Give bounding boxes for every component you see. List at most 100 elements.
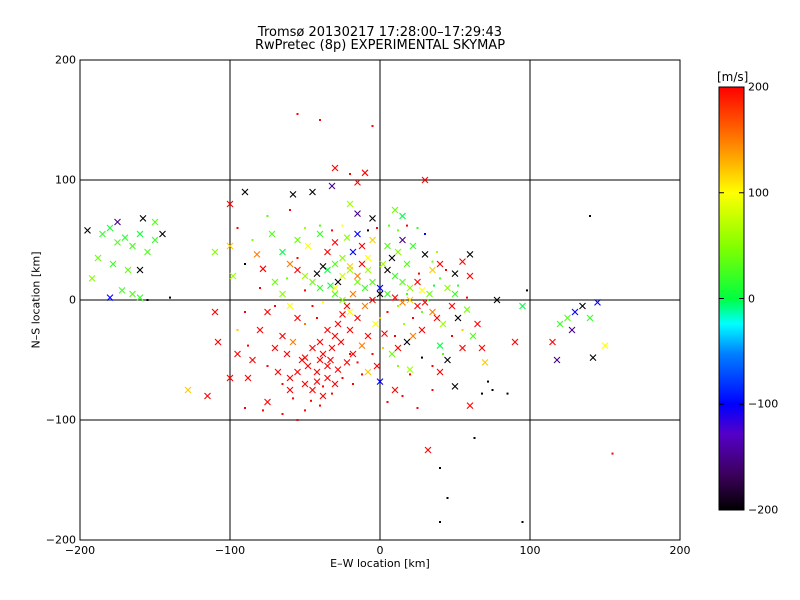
data-point-x bbox=[324, 326, 331, 334]
data-point-dot bbox=[436, 251, 438, 253]
data-point-x bbox=[403, 260, 411, 268]
data-point-dot bbox=[487, 380, 489, 383]
data-point-x bbox=[571, 308, 579, 316]
data-point-x bbox=[331, 260, 339, 268]
data-point-x bbox=[399, 212, 406, 220]
data-point-x bbox=[309, 188, 316, 196]
data-point-x bbox=[369, 236, 376, 244]
data-point-x bbox=[384, 242, 391, 250]
data-point-x bbox=[564, 314, 571, 322]
data-point-dot bbox=[356, 361, 359, 364]
data-point-x bbox=[294, 266, 301, 274]
data-point-x bbox=[409, 332, 417, 340]
data-point-x bbox=[493, 296, 501, 304]
data-point-x bbox=[118, 287, 126, 294]
data-point-dot bbox=[146, 299, 149, 301]
data-point-x bbox=[339, 311, 346, 318]
data-point-x bbox=[316, 338, 324, 346]
data-point-x bbox=[324, 248, 331, 256]
data-point-dot bbox=[416, 407, 419, 409]
data-point-x bbox=[349, 290, 357, 298]
data-point-x bbox=[159, 230, 166, 238]
data-point-x bbox=[379, 260, 387, 268]
data-point-x bbox=[334, 278, 342, 286]
data-point-x bbox=[343, 302, 351, 310]
data-point-x bbox=[294, 236, 301, 244]
data-point-dot bbox=[445, 269, 447, 271]
data-point-x bbox=[259, 265, 267, 273]
x-tick-label: −100 bbox=[214, 544, 246, 557]
data-point-x bbox=[106, 294, 114, 301]
x-tick-label: 0 bbox=[376, 544, 384, 557]
data-point-x bbox=[589, 354, 597, 361]
data-point-x bbox=[451, 383, 459, 390]
data-point-x bbox=[124, 266, 132, 274]
data-point-x bbox=[481, 359, 489, 366]
data-point-x bbox=[519, 302, 526, 310]
data-point-dot bbox=[319, 404, 321, 407]
data-point-x bbox=[343, 234, 351, 241]
data-point-dot bbox=[304, 227, 306, 229]
data-point-x bbox=[358, 342, 366, 349]
data-point-x bbox=[319, 263, 327, 270]
data-point-x bbox=[301, 380, 309, 388]
data-point-dot bbox=[331, 392, 333, 395]
data-point-x bbox=[373, 362, 381, 370]
data-point-x bbox=[399, 299, 406, 306]
data-point-x bbox=[406, 284, 414, 292]
data-point-x bbox=[354, 278, 361, 286]
data-point-dot bbox=[274, 305, 276, 307]
y-tick-label: −100 bbox=[45, 413, 76, 427]
data-point-x bbox=[286, 260, 294, 268]
data-point-dot bbox=[292, 397, 294, 400]
data-point-dot bbox=[262, 409, 264, 412]
data-point-x bbox=[346, 308, 354, 316]
data-point-x bbox=[409, 242, 417, 250]
data-point-x bbox=[309, 278, 316, 286]
data-point-x bbox=[283, 350, 291, 358]
data-point-dot bbox=[439, 467, 441, 469]
data-point-x bbox=[439, 320, 447, 328]
data-point-dot bbox=[296, 419, 299, 421]
data-point-x bbox=[372, 320, 379, 328]
data-point-dot bbox=[506, 392, 509, 395]
data-point-x bbox=[343, 359, 351, 366]
data-points bbox=[84, 113, 614, 523]
data-point-dot bbox=[319, 119, 321, 121]
data-point-x bbox=[436, 368, 444, 376]
data-point-dot bbox=[451, 335, 453, 337]
data-point-x bbox=[253, 251, 261, 258]
data-point-x bbox=[361, 284, 369, 292]
data-point-x bbox=[136, 266, 144, 274]
data-point-dot bbox=[367, 229, 369, 232]
data-point-x bbox=[249, 356, 256, 364]
data-point-dot bbox=[433, 284, 435, 287]
data-point-dot bbox=[397, 365, 399, 367]
data-point-x bbox=[226, 242, 234, 250]
colorbar-ticks bbox=[719, 86, 744, 511]
data-point-x bbox=[384, 266, 391, 274]
data-point-dot bbox=[266, 365, 269, 367]
data-point-x bbox=[279, 290, 286, 298]
data-point-dot bbox=[401, 395, 404, 397]
data-point-dot bbox=[236, 329, 239, 331]
data-point-dot bbox=[589, 215, 591, 217]
y-tick-label: −200 bbox=[45, 533, 76, 547]
data-point-dot bbox=[457, 284, 459, 287]
data-point-dot bbox=[386, 311, 389, 313]
data-point-x bbox=[241, 188, 249, 196]
data-point-x bbox=[369, 278, 376, 286]
data-point-x bbox=[268, 230, 276, 238]
data-point-x bbox=[433, 314, 441, 322]
data-point-x bbox=[339, 296, 346, 304]
data-point-x bbox=[478, 344, 486, 352]
data-point-x bbox=[304, 362, 312, 370]
data-point-x bbox=[418, 326, 426, 334]
data-point-x bbox=[331, 284, 339, 292]
data-point-x bbox=[327, 282, 334, 289]
y-tick-label: 0 bbox=[69, 293, 76, 307]
data-point-dot bbox=[473, 437, 476, 439]
data-point-x bbox=[319, 392, 327, 400]
data-point-x bbox=[211, 308, 219, 316]
data-point-x bbox=[334, 320, 342, 328]
